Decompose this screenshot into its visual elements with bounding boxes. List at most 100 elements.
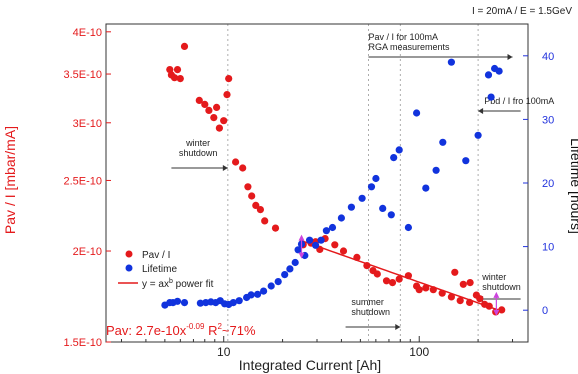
lifetime-point: [317, 236, 325, 244]
lifetime-point: [235, 297, 243, 305]
pav-point: [232, 158, 240, 166]
pav-point: [252, 201, 260, 209]
fit-line: [299, 239, 504, 313]
pav-point: [415, 286, 423, 294]
pav-point: [339, 247, 348, 255]
legend-lifetime-swatch: [125, 264, 133, 272]
pav-point: [215, 124, 223, 132]
lifetime-point: [267, 282, 275, 290]
highlight-marker-head: [298, 234, 305, 241]
pav-point: [220, 117, 228, 125]
pav-point: [472, 291, 480, 299]
lifetime-point: [462, 157, 470, 165]
fit-equation: Pav: 2.7e-10x-0.09 R2~71%: [106, 322, 256, 338]
lifetime-point: [274, 278, 282, 286]
lifetime-point: [474, 131, 482, 139]
pav-point: [331, 241, 339, 249]
pav-point: [422, 284, 430, 292]
lifetime-point: [260, 287, 268, 295]
pav-point: [353, 253, 361, 261]
lifetime-point: [196, 299, 204, 307]
pav-point: [466, 298, 474, 306]
annotation-text: shutdown: [351, 307, 390, 317]
pav-point: [176, 75, 184, 83]
lifetime-point: [447, 58, 455, 66]
lifetime-point: [395, 146, 403, 154]
pav-point: [363, 262, 371, 270]
legend: Pav / I Lifetime y = axb power fit: [118, 250, 214, 290]
lifetime-point: [379, 204, 387, 212]
pav-point: [485, 302, 493, 310]
pav-point: [459, 280, 467, 288]
pav-point: [210, 114, 218, 122]
pav-point: [388, 279, 397, 287]
right-axis-ticks: 0 10 20 30 40: [523, 51, 554, 317]
x-tick-label: 100: [409, 345, 429, 359]
lifetime-point: [328, 223, 337, 232]
lifetime-point: [247, 291, 255, 299]
pav-point: [456, 297, 464, 305]
annotation-text: shutdown: [482, 282, 521, 292]
highlight-marker-head: [493, 291, 500, 298]
pav-point: [170, 74, 179, 82]
lifetime-point: [487, 93, 495, 101]
legend-pav-label: Pav / I: [142, 250, 170, 261]
lifetime-point: [322, 227, 330, 235]
lifetime-point: [286, 265, 294, 273]
lifetime-point: [347, 203, 355, 211]
annotation-arrowhead: [507, 54, 513, 60]
pav-point: [466, 279, 474, 287]
lifetime-point: [432, 166, 440, 174]
left-tick-label: 3E-10: [73, 118, 102, 130]
right-tick-label: 10: [542, 242, 554, 254]
lifetime-point: [495, 67, 503, 75]
pav-point: [213, 103, 221, 111]
pav-point: [271, 224, 280, 232]
pav-point: [395, 275, 403, 283]
highlight-marker-head: [493, 309, 500, 316]
pav-point: [173, 66, 182, 74]
pav-series: [166, 42, 506, 316]
pav-point: [195, 96, 203, 104]
left-tick-label: 2E-10: [73, 246, 102, 258]
pav-point: [429, 286, 437, 294]
lifetime-point: [180, 299, 189, 307]
pav-point: [451, 268, 459, 276]
pav-point: [404, 272, 412, 280]
x-axis-ticks: 10 100: [120, 336, 514, 359]
pav-point: [438, 289, 446, 297]
legend-fit-label: y = axb power fit: [142, 278, 214, 290]
right-tick-label: 20: [542, 178, 554, 190]
pav-point: [373, 270, 381, 278]
pav-point: [248, 192, 256, 200]
x-tick-label: 10: [217, 345, 231, 359]
left-axis-ticks: 1.5E-10 2E-10 2.5E-10 3E-10 3.5E-10 4E-10: [63, 27, 111, 349]
lifetime-point: [367, 183, 376, 191]
annotation-text: Pbd / I fro 100mA: [484, 96, 554, 106]
right-tick-label: 30: [542, 114, 554, 126]
pav-point: [498, 306, 506, 314]
pav-point: [256, 206, 264, 214]
lifetime-point: [294, 246, 302, 254]
right-axis-label: Lifetime [hours]: [568, 138, 578, 234]
legend-pav-swatch: [125, 250, 133, 258]
lifetime-point: [281, 271, 289, 279]
legend-lifetime-label: Lifetime: [142, 264, 177, 275]
left-tick-label: 1.5E-10: [63, 337, 102, 349]
vertical-guide-lines: [227, 24, 479, 342]
pav-point: [205, 106, 213, 114]
annotation-text: Pav / I for 100mA: [368, 32, 438, 42]
pav-point: [225, 75, 233, 83]
lifetime-point: [372, 174, 380, 183]
pav-point: [261, 217, 269, 225]
lifetime-point: [173, 297, 182, 305]
lifetime-point: [291, 258, 299, 267]
lifetime-point: [358, 194, 366, 202]
lifetime-point: [387, 211, 395, 219]
lifetime-point: [413, 109, 421, 117]
